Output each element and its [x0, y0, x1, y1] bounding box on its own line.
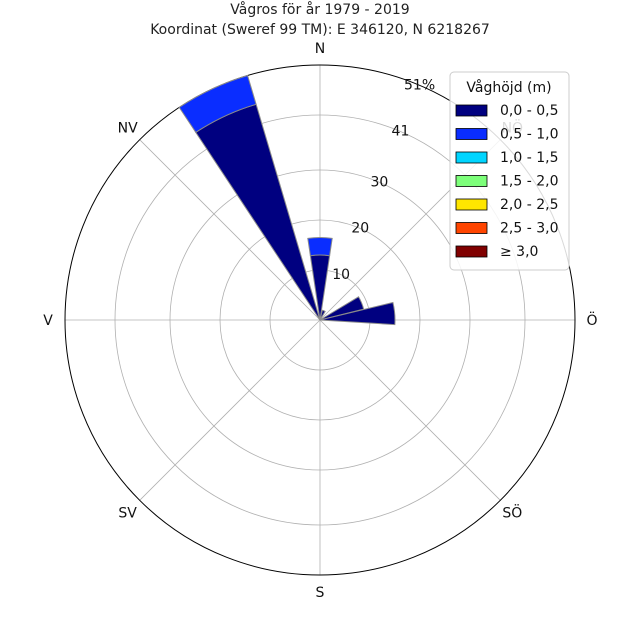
legend-label: 0,5 - 1,0 [500, 127, 558, 143]
radial-tick-labels: 10 20 30 41 51% [332, 77, 435, 282]
direction-label: SÖ [502, 503, 522, 521]
legend-label: 2,0 - 2,5 [500, 197, 558, 213]
legend-swatch [455, 222, 488, 234]
legend-title: Våghöjd (m) [466, 79, 551, 96]
legend-swatch [455, 128, 488, 140]
legend-label: ≥ 3,0 [500, 244, 538, 260]
direction-label: NV [118, 121, 138, 137]
direction-label: V [43, 313, 53, 329]
legend-label: 2,5 - 3,0 [500, 221, 558, 237]
grid-spoke [139, 139, 321, 321]
chart-subtitle: Koordinat (Sweref 99 TM): E 346120, N 62… [150, 22, 490, 38]
direction-label: Ö [586, 311, 597, 329]
bar-segment [195, 103, 321, 321]
radial-tick-label: 10 [332, 267, 350, 283]
bar-layer [178, 74, 396, 326]
direction-label: SV [118, 505, 137, 521]
grid-spoke [139, 319, 321, 501]
legend-swatch [455, 104, 488, 117]
radial-tick-label: 20 [351, 221, 369, 237]
outer-circle [64, 64, 576, 576]
direction-label: N [315, 41, 325, 57]
chart-title: Vågros för år 1979 - 2019 [230, 1, 409, 18]
legend-label: 1,0 - 1,5 [500, 150, 558, 166]
legend-swatch [455, 245, 488, 258]
legend-swatch [455, 151, 488, 164]
legend-label: 1,5 - 2,0 [500, 174, 558, 190]
bar-segment [319, 301, 396, 326]
radial-tick-label: 30 [370, 174, 388, 190]
legend-box [449, 71, 570, 271]
legend: Våghöjd (m) 0,0 - 0,5 0,5 - 1,0 1,0 - 1,5 1… [449, 71, 570, 271]
direction-label: S [316, 585, 325, 601]
bar-segment [178, 74, 257, 134]
radial-tick-label: 41 [392, 124, 410, 140]
legend-label: 0,0 - 0,5 [500, 103, 558, 119]
legend-swatch [455, 175, 488, 187]
legend-swatch [455, 198, 488, 211]
grid-spoke [319, 319, 501, 501]
bar-segment [319, 309, 326, 321]
radial-tick-label: 51% [404, 77, 435, 93]
bar-segment [307, 237, 333, 257]
